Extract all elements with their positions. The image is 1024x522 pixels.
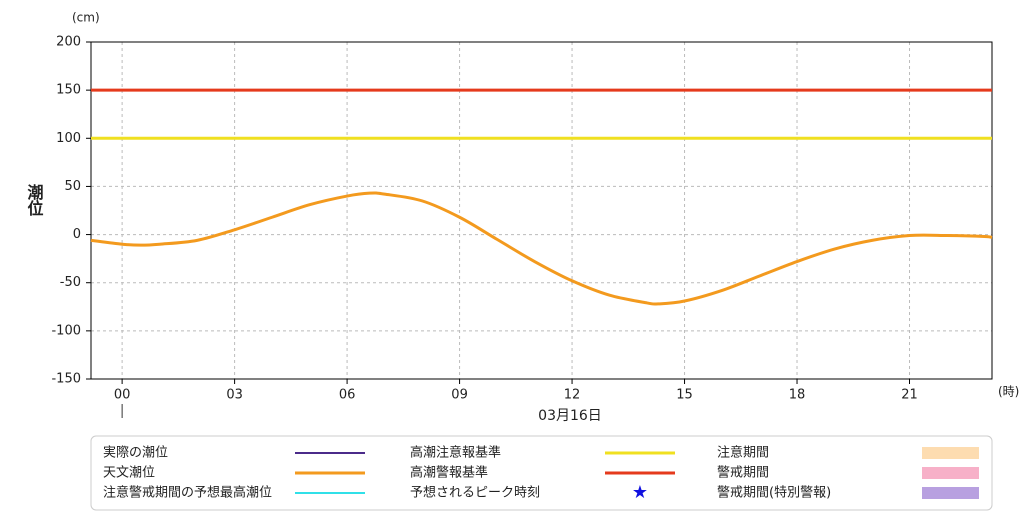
y-axis-label: 潮位 (25, 183, 44, 217)
legend-label: 天文潮位 (103, 466, 155, 481)
legend-swatch (922, 447, 979, 459)
tide-line (90, 191, 993, 306)
legend-box (90, 435, 993, 511)
legend-label: 実際の潮位 (103, 445, 168, 461)
legend-swatch (922, 487, 979, 499)
y-tick-label: 200 (56, 35, 81, 50)
y-tick-label: -150 (51, 372, 81, 387)
x-tick-label: 00 (114, 388, 131, 403)
x-tick-label: 18 (789, 388, 806, 403)
x-tick-label: 21 (901, 388, 918, 403)
legend-swatch: ★ (632, 482, 648, 503)
legend-label: 予想されるピーク時刻 (410, 485, 540, 501)
y-tick-label: 100 (56, 131, 81, 146)
x-tick-label: 15 (676, 388, 693, 403)
legend-label: 注意期間 (717, 445, 769, 461)
y-tick-label: -100 (51, 323, 81, 338)
y-tick-label: 150 (56, 83, 81, 98)
y-tick-label: 50 (64, 179, 81, 194)
date-label: 03月16日 (538, 408, 602, 424)
x-tick-label: 12 (564, 388, 581, 403)
y-tick-label: 0 (73, 227, 81, 242)
legend-label: 高潮警報基準 (410, 465, 488, 481)
x-tick-label: 06 (339, 388, 356, 403)
legend-label: 注意警戒期間の予想最高潮位 (103, 485, 272, 501)
legend-label: 警戒期間 (717, 465, 769, 481)
legend-label: 高潮注意報基準 (410, 445, 501, 461)
x-unit: (時) (998, 385, 1019, 399)
x-tick-label: 03 (226, 388, 243, 403)
y-tick-label: -50 (60, 275, 81, 290)
y-unit: (cm) (72, 11, 100, 25)
x-tick-label: 09 (451, 388, 468, 403)
plot-frame (90, 41, 993, 380)
legend-label: 警戒期間(特別警報) (717, 485, 831, 501)
legend-swatch (922, 467, 979, 479)
